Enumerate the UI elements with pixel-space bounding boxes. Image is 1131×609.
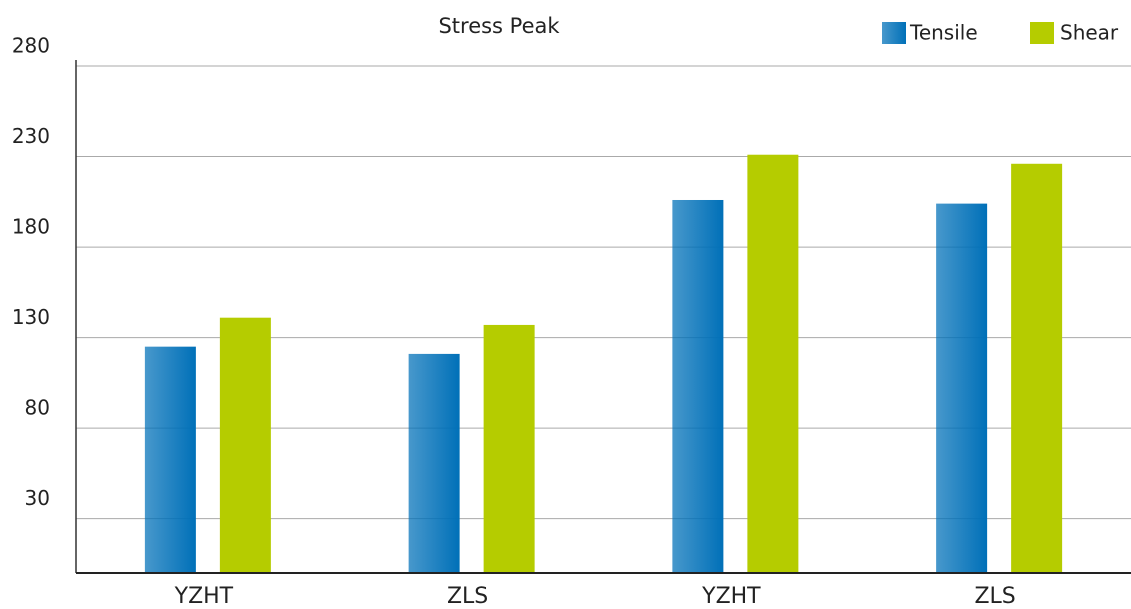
chart-title: Stress Peak xyxy=(438,14,560,38)
bar xyxy=(747,154,799,573)
legend-label: Shear xyxy=(1060,21,1119,45)
y-tick-label: 280 xyxy=(12,34,50,58)
legend-swatch xyxy=(1030,22,1054,44)
bar xyxy=(408,353,460,573)
bar xyxy=(483,324,535,573)
bar xyxy=(936,203,988,573)
x-tick-label: ZLS xyxy=(447,584,488,609)
y-tick-label: 30 xyxy=(25,486,50,510)
y-tick-label: 180 xyxy=(12,215,50,239)
bar xyxy=(219,317,271,573)
bar xyxy=(1011,163,1063,573)
x-tick-label: ZLS xyxy=(974,584,1015,609)
y-tick-label: 130 xyxy=(12,305,50,329)
y-tick-label: 80 xyxy=(25,396,50,420)
x-tick-label: YZHT xyxy=(701,584,761,609)
legend-swatch xyxy=(882,22,906,44)
x-tick-label: YZHT xyxy=(174,584,234,609)
legend-label: Tensile xyxy=(909,21,978,45)
bar xyxy=(672,199,724,573)
y-tick-label: 230 xyxy=(12,124,50,148)
bar xyxy=(144,346,196,573)
